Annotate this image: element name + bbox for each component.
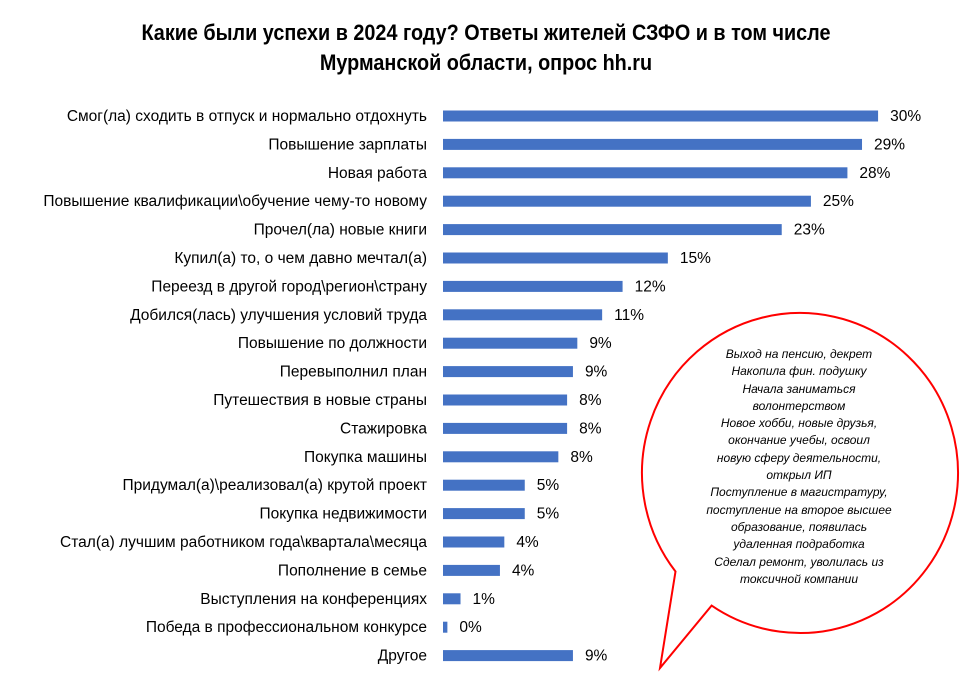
bar (443, 564, 500, 576)
value-label: 11% (614, 307, 644, 324)
value-label: 8% (579, 420, 602, 437)
value-label: 29% (874, 136, 905, 153)
category-label: Придумал(а)\реализовал(а) крутой проект (123, 477, 428, 494)
category-label: Повышение по должности (238, 335, 427, 352)
callout-outline (641, 311, 959, 672)
bar (443, 536, 505, 548)
callout-line: токсичной компании (739, 571, 859, 586)
bar (443, 280, 623, 292)
value-label: 28% (859, 165, 890, 182)
value-labels: 30%29%28%25%23%15%12%11%9%9%8%8%8%5%5%4%… (459, 108, 921, 665)
category-label: Повышение квалификации\обучение чему-то … (43, 193, 427, 210)
value-label: 4% (512, 562, 535, 579)
value-label: 9% (585, 648, 608, 665)
callout-line: Поступление в магистратуру, (710, 485, 888, 500)
category-label: Пополнение в семье (278, 562, 427, 579)
bar (443, 110, 879, 122)
category-label: Переезд в другой город\регион\страну (151, 278, 427, 295)
callout-line: новую сферу деятельности, (716, 450, 882, 465)
value-label: 12% (635, 278, 666, 295)
chart-title: Какие были успехи в 2024 году? Ответы жи… (49, 18, 924, 78)
callout-line: открыл ИП (766, 468, 832, 483)
category-label: Покупка машины (304, 449, 427, 466)
value-label: 9% (589, 335, 612, 352)
bar (443, 224, 782, 236)
bar (443, 621, 448, 633)
category-label: Победа в профессиональном конкурсе (146, 619, 427, 636)
category-label: Стажировка (340, 420, 427, 437)
bar (443, 309, 603, 321)
callout-line: Выход на пенсию, декрет (725, 347, 873, 361)
category-label: Покупка недвижимости (260, 506, 428, 523)
chart-title-line-2: Мурманской области, опрос hh.ru (319, 50, 653, 75)
category-label: Купил(а) то, о чем давно мечтал(а) (174, 250, 427, 267)
bar (443, 394, 568, 406)
callout-line: образование, появилась (730, 519, 868, 534)
callout-line: волонтерством (752, 398, 846, 413)
value-label: 5% (537, 506, 560, 523)
bar (443, 138, 863, 150)
callout-text: Выход на пенсию, декрет Накопила фин. под… (688, 346, 910, 588)
callout-line: Накопила фин. подушку (731, 364, 867, 379)
value-label: 25% (823, 193, 854, 210)
bar (443, 366, 573, 378)
category-label: Прочел(ла) новые книги (254, 222, 427, 239)
bar (443, 422, 568, 434)
bar (443, 252, 668, 264)
category-label: Выступления на конференциях (200, 591, 427, 608)
bar (443, 650, 573, 662)
category-label: Новая работа (328, 165, 428, 182)
value-label: 15% (680, 250, 711, 267)
category-label: Добился(лась) улучшения условий труда (130, 307, 427, 324)
bar (443, 508, 525, 520)
bar (443, 195, 811, 207)
category-label: Перевыполнил план (280, 364, 427, 381)
value-label: 5% (537, 477, 560, 494)
bar (443, 167, 848, 179)
callout-line: Начала заниматься (742, 381, 856, 396)
value-label: 4% (516, 534, 539, 551)
callout-line: удаленная подработка (733, 537, 865, 552)
category-label: Другое (378, 648, 427, 665)
bars-group (443, 110, 879, 662)
callout-line: поступление на второе высшее (706, 502, 892, 517)
chart-title-line-1: Какие были успехи в 2024 году? Ответы жи… (141, 20, 831, 45)
category-label: Стал(а) лучшим работником года\квартала\… (60, 534, 427, 551)
category-label: Повышение зарплаты (268, 136, 427, 153)
bar (443, 337, 578, 349)
value-label: 23% (794, 222, 825, 239)
value-label: 30% (890, 108, 921, 125)
bar (443, 451, 559, 463)
value-label: 9% (585, 364, 608, 381)
callout-line: окончание учебы, освоил (728, 433, 870, 448)
bar (443, 593, 461, 605)
callout-line: Новое хобби, новые друзья, (720, 416, 878, 431)
category-labels: Смог(ла) сходить в отпуск и нормально от… (43, 108, 427, 665)
callout-line: Сделал ремонт, уволилась из (714, 554, 884, 569)
value-label: 0% (459, 619, 482, 636)
category-label: Путешествия в новые страны (213, 392, 427, 409)
value-label: 8% (570, 449, 593, 466)
bar (443, 479, 525, 491)
value-label: 1% (473, 591, 496, 608)
category-label: Смог(ла) сходить в отпуск и нормально от… (67, 108, 427, 125)
value-label: 8% (579, 392, 602, 409)
